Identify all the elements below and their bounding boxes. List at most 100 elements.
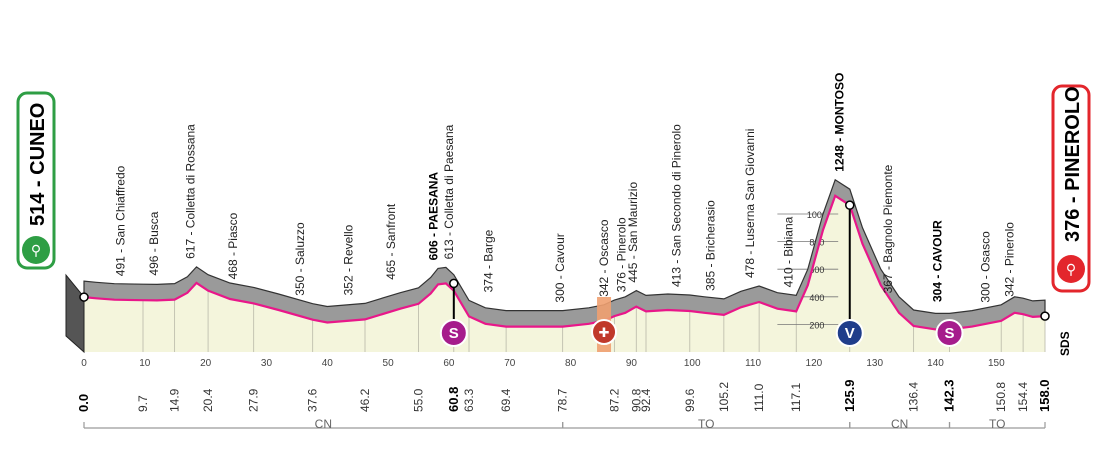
km-marker-label: 60.8 (446, 387, 461, 412)
location-label: 496 - Busca (147, 211, 161, 275)
location-label: 606 - PAESANA (427, 172, 441, 261)
km-tick-label: 110 (745, 358, 761, 369)
start-marker: 514 - CUNEO ⚲ (16, 91, 56, 270)
feed-zone-glyph: ✚ (599, 326, 610, 341)
km-marker-label: 136.4 (907, 382, 921, 412)
km-tick-label: 150 (988, 358, 1005, 369)
km-marker-label: 154.4 (1016, 382, 1030, 412)
km-tick-label: 60 (443, 358, 455, 369)
start-point (79, 292, 89, 302)
kom-letter: V (845, 325, 855, 342)
altitude-tick-label: 400 (809, 293, 824, 303)
km-marker-label: 46.2 (358, 388, 372, 412)
location-label: 367 - Bagnolo Piemonte (881, 164, 895, 293)
km-tick-label: 100 (684, 358, 701, 369)
location-label: 465 - Sanfront (384, 203, 398, 280)
kom-icon (835, 319, 864, 347)
km-axis: 0 10 20 30 40 50 60 70 80 90 100 110 120 130 140 150 0.0… (76, 358, 1052, 412)
finish-bike-glyph: ⚲ (1066, 262, 1076, 278)
km-tick-label: 50 (383, 358, 395, 369)
finish-label: 376 - PINEROLO (1062, 86, 1084, 242)
km-marker-label: 63.3 (462, 388, 476, 412)
location-label: 376 - Pinerolo (615, 217, 629, 292)
km-marker-label: 69.4 (499, 388, 513, 412)
region-bracket: CN TO CN TO (83, 417, 1046, 431)
location-label: 350 - Saluzzo (293, 222, 307, 296)
km-marker-label: 142.3 (942, 379, 957, 412)
km-marker-label: 27.9 (247, 388, 261, 412)
km-tick-label: 0 (81, 358, 87, 369)
poi-dot (449, 278, 459, 289)
km-marker-label: 90.8 (629, 388, 643, 412)
km-marker-label: 37.6 (306, 388, 320, 412)
location-label: 410 - Bibiana (781, 216, 795, 287)
km-marker-label: 55.0 (412, 388, 426, 412)
region-label: CN (891, 417, 908, 431)
km-marker-label: 99.6 (683, 388, 697, 412)
km-marker-label: 20.4 (201, 388, 215, 412)
sds-logo: SDS (1058, 331, 1072, 356)
sprint-letter: S (449, 325, 459, 342)
km-tick-label: 40 (322, 358, 334, 369)
km-marker-label: 117.1 (789, 383, 803, 412)
location-label: 385 - Bricherasio (704, 200, 718, 291)
km-marker-label: 87.2 (607, 388, 621, 412)
location-label: 1248 - MONTOSO (832, 73, 846, 172)
profile-start-wall (65, 273, 85, 354)
km-marker-label: 9.7 (136, 395, 150, 412)
km-marker-label: 158.0 (1037, 379, 1052, 412)
km-marker-label: 0.0 (76, 394, 91, 412)
km-marker-label: 150.8 (994, 382, 1008, 412)
poi-dot (845, 200, 855, 210)
km-tick-label: 20 (200, 358, 212, 369)
finish-marker: 376 - PINEROLO ⚲ (1051, 84, 1091, 293)
location-label: 491 - San Chiaffredo (114, 165, 128, 276)
location-label: 342 - Pinerolo (1003, 222, 1017, 297)
km-tick-label: 90 (626, 358, 638, 369)
altitude-tick-label: 600 (809, 265, 824, 275)
location-label: 478 - Luserna San Giovanni (743, 129, 757, 278)
location-label: 304 - CAVOUR (930, 220, 944, 302)
finish-badge (1051, 84, 1091, 293)
location-label: 374 - Barge (482, 229, 496, 292)
location-label: 413 - San Secondo di Pinerolo (669, 124, 683, 287)
km-marker-label: 14.9 (168, 388, 182, 412)
km-marker-label: 78.7 (556, 388, 570, 412)
location-label: 617 - Colletta di Rossana (183, 124, 197, 259)
start-bike-glyph: ⚲ (31, 243, 41, 259)
location-label: 342 - Oscasco (597, 219, 611, 297)
lower-fill-layer (84, 195, 1045, 352)
altitude-tick-label: 200 (809, 320, 824, 330)
km-tick-label: 10 (139, 358, 151, 369)
profile-lower-fill (84, 195, 1045, 352)
km-marker-label: 92.4 (639, 388, 653, 412)
km-tick-label: 70 (504, 358, 516, 369)
km-marker-label: 105.2 (717, 382, 731, 412)
km-marker-label: 111.0 (752, 383, 766, 412)
km-tick-label: 80 (565, 358, 577, 369)
location-label: 468 - Piasco (226, 212, 240, 279)
finish-cyclist-icon (1057, 255, 1085, 283)
location-label: 300 - Cavour (553, 233, 567, 302)
location-label: 300 - Osasco (978, 231, 992, 303)
finish-point (1040, 311, 1050, 321)
km-tick-label: 130 (866, 358, 883, 369)
sprint-letter: S (945, 325, 955, 342)
start-label: 514 - CUNEO (27, 103, 49, 226)
location-label: 445 - San Maurizio (626, 182, 640, 283)
km-marker-label: 125.9 (842, 379, 857, 412)
altitude-tick-label: 1000 (807, 210, 827, 220)
location-labels: 491 - San Chiaffredo 496 - Busca 617 - Col… (114, 73, 1017, 303)
feed-zone-icon (591, 319, 618, 345)
region-label: CN (315, 417, 332, 431)
km-tick-label: 30 (261, 358, 273, 369)
points-of-interest: S ✚ V S (439, 200, 964, 352)
km-tick-label: 140 (927, 358, 944, 369)
sprint-icon (935, 319, 964, 347)
start-cyclist-icon (22, 236, 50, 264)
km-tick-label: 120 (806, 358, 823, 369)
region-label: TO (989, 417, 1005, 431)
start-badge (16, 91, 56, 270)
sprint-icon (439, 319, 468, 347)
